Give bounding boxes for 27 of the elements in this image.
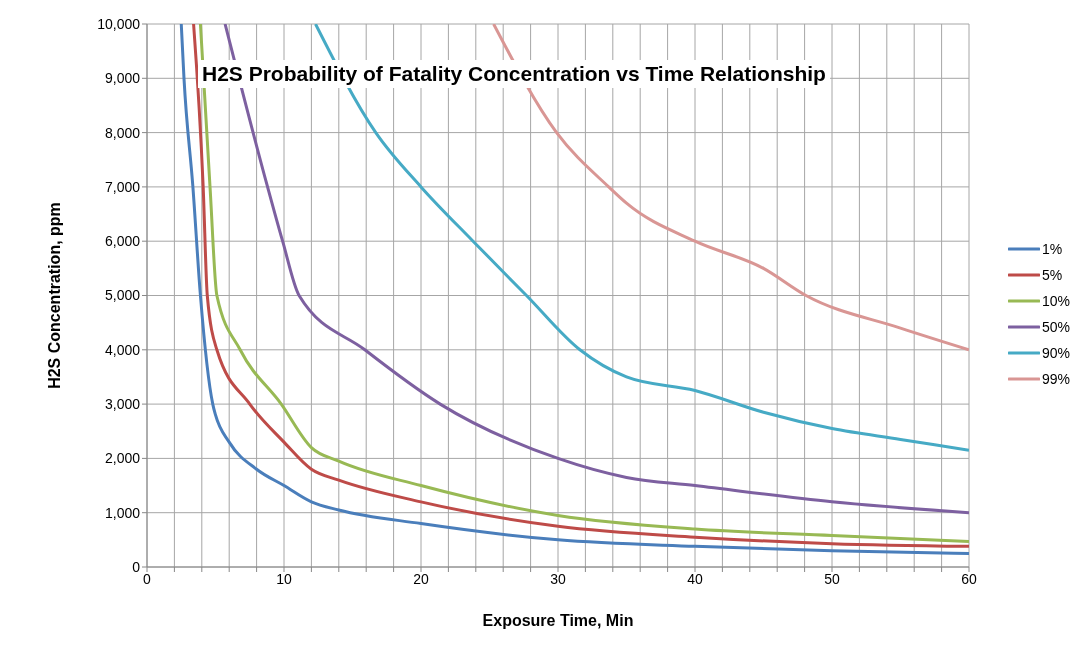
x-tick-label: 10	[276, 570, 292, 587]
y-tick-label: 4,000	[104, 341, 141, 358]
x-tick-label: 0	[143, 570, 152, 587]
y-tick-label: 8,000	[104, 124, 141, 141]
x-tick-label: 50	[824, 570, 840, 587]
y-tick-label: 1,000	[104, 504, 141, 521]
x-axis-title: Exposure Time, Min	[482, 612, 634, 629]
legend-label: 5%	[1041, 266, 1063, 285]
legend-label: 1%	[1041, 240, 1063, 259]
legend-label: 90%	[1041, 344, 1070, 363]
y-tick-label: 10,000	[97, 15, 141, 32]
y-tick-label: 5,000	[104, 287, 141, 304]
legend-label: 99%	[1041, 370, 1070, 389]
x-tick-label: 20	[413, 570, 429, 587]
y-tick-label: 2,000	[104, 450, 141, 467]
legend-label: 50%	[1041, 318, 1070, 337]
y-axis-title: H2S Concentration, ppm	[45, 202, 63, 389]
y-tick-label: 3,000	[104, 396, 141, 413]
y-tick-label: 9,000	[104, 70, 141, 87]
x-tick-label: 30	[550, 570, 566, 587]
text: H2S Probability of Fatality Concentration vs Time Relationship	[198, 60, 830, 88]
legend-label: 10%	[1041, 292, 1070, 311]
y-tick-label: 7,000	[104, 178, 141, 195]
x-tick-label: 40	[687, 570, 703, 587]
x-tick-label: 60	[961, 570, 977, 587]
y-tick-label: 0	[132, 558, 141, 575]
y-tick-label: 6,000	[104, 233, 141, 250]
